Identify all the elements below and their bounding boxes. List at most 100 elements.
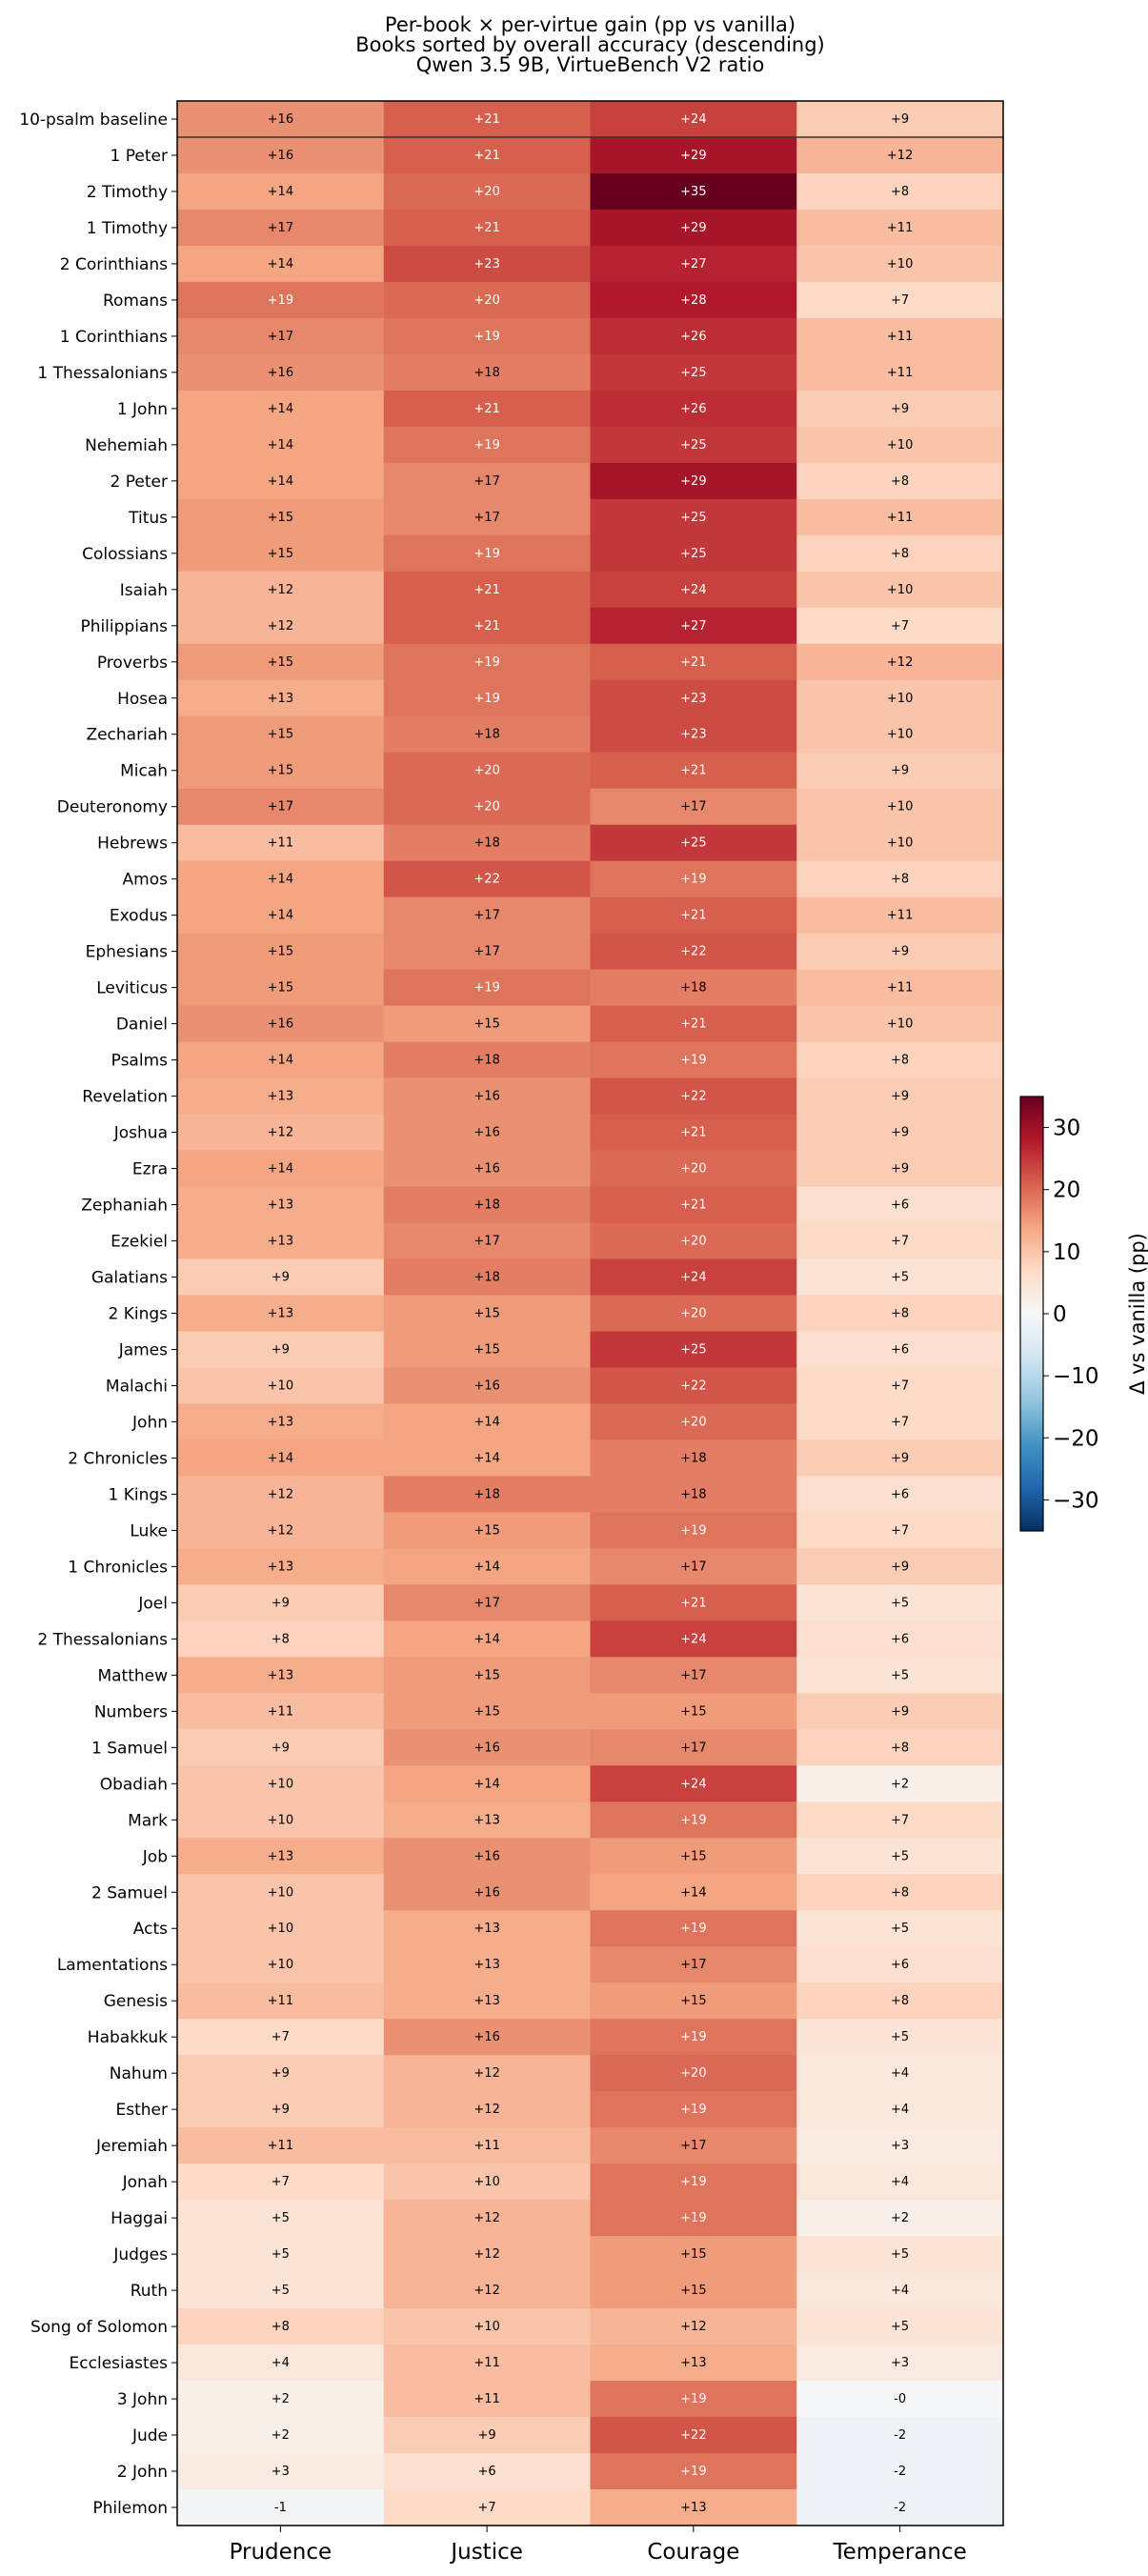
heatmap-cell bbox=[796, 1403, 1004, 1441]
cell-value-label: +12 bbox=[473, 2103, 499, 2117]
heatmap-cell bbox=[796, 1114, 1004, 1152]
heatmap-cell bbox=[177, 1077, 385, 1116]
cell-value-label: +13 bbox=[680, 2356, 706, 2370]
heatmap-cell bbox=[590, 1150, 797, 1188]
heatmap-cell bbox=[177, 679, 385, 717]
cell-value-label: -0 bbox=[894, 2392, 906, 2406]
cell-value-label: +25 bbox=[680, 366, 706, 380]
cell-value-label: +15 bbox=[473, 1668, 499, 1682]
cell-value-label: +13 bbox=[268, 1668, 293, 1682]
row-label: Joel bbox=[137, 1594, 168, 1613]
cell-value-label: +3 bbox=[891, 2356, 909, 2370]
cell-value-label: +5 bbox=[891, 1922, 909, 1936]
cell-value-label: +10 bbox=[268, 1813, 293, 1827]
heatmap-cell bbox=[383, 1620, 592, 1658]
heatmap-cell bbox=[590, 788, 797, 826]
cell-value-label: +13 bbox=[268, 1235, 293, 1249]
cell-value-label: +9 bbox=[891, 1560, 909, 1574]
cell-value-label: +17 bbox=[680, 800, 706, 815]
cell-value-label: +9 bbox=[272, 2066, 290, 2081]
cell-value-label: +9 bbox=[272, 1741, 290, 1755]
heatmap-cell bbox=[796, 2200, 1004, 2237]
cell-value-label: +12 bbox=[473, 2066, 499, 2081]
cell-value-label: +22 bbox=[680, 945, 706, 959]
heatmap-cell bbox=[796, 245, 1004, 283]
cell-value-label: +19 bbox=[680, 1813, 706, 1827]
heatmap-cell bbox=[796, 2055, 1004, 2092]
row-label: Ruth bbox=[131, 2282, 168, 2301]
heatmap-cell bbox=[383, 1222, 592, 1260]
heatmap-cell bbox=[177, 933, 385, 971]
heatmap-cell bbox=[590, 2236, 797, 2273]
heatmap-cell bbox=[590, 1801, 797, 1839]
heatmap-cell bbox=[590, 1439, 797, 1478]
heatmap-cell bbox=[796, 607, 1004, 645]
heatmap-cell bbox=[383, 390, 592, 428]
cell-value-label: +19 bbox=[680, 2103, 706, 2117]
chart-title-line: Qwen 3.5 9B, VirtueBench V2 ratio bbox=[416, 53, 765, 76]
heatmap-cell bbox=[590, 2019, 797, 2056]
row-label: Jude bbox=[131, 2426, 168, 2445]
heatmap-cell bbox=[796, 1946, 1004, 1983]
heatmap-cell bbox=[796, 1186, 1004, 1224]
cell-value-label: +14 bbox=[268, 257, 293, 272]
chart-title-line: Per-book × per-virtue gain (pp vs vanill… bbox=[385, 13, 796, 36]
cell-value-label: +8 bbox=[891, 185, 909, 199]
heatmap-cell bbox=[383, 643, 592, 681]
cell-value-label: +10 bbox=[887, 800, 913, 815]
heatmap-cell bbox=[383, 462, 592, 500]
cell-value-label: +10 bbox=[473, 2320, 499, 2334]
heatmap-cell bbox=[177, 788, 385, 826]
cell-value-label: +14 bbox=[268, 185, 293, 199]
heatmap-cell bbox=[796, 679, 1004, 717]
row-label: James bbox=[118, 1340, 168, 1359]
cell-value-label: +16 bbox=[268, 366, 293, 380]
heatmap-cell bbox=[590, 896, 797, 935]
heatmap-cell bbox=[590, 715, 797, 754]
row-label: Nahum bbox=[110, 2064, 168, 2083]
heatmap-cell bbox=[177, 281, 385, 319]
heatmap-cell bbox=[590, 1476, 797, 1514]
cell-value-label: +12 bbox=[268, 619, 293, 634]
cell-value-label: +5 bbox=[891, 1849, 909, 1863]
heatmap-cell bbox=[590, 969, 797, 1007]
heatmap-cell bbox=[590, 1041, 797, 1079]
row-labels: 10-psalm baseline 1 Peter 2 Timothy 1 Timot… bbox=[19, 111, 177, 2518]
heatmap-cell bbox=[383, 1005, 592, 1043]
heatmap-cell bbox=[177, 1439, 385, 1478]
heatmap-cell bbox=[383, 2381, 592, 2418]
cell-value-label: +16 bbox=[268, 1017, 293, 1032]
cell-value-label: +10 bbox=[887, 583, 913, 597]
cell-value-label: +10 bbox=[268, 1958, 293, 1972]
cell-value-label: +10 bbox=[887, 257, 913, 272]
heatmap-cell bbox=[590, 2381, 797, 2418]
heatmap-cell bbox=[177, 896, 385, 935]
cell-value-label: +20 bbox=[680, 1235, 706, 1249]
cell-value-label: +12 bbox=[680, 2320, 706, 2334]
cell-value-label: +25 bbox=[680, 438, 706, 453]
heatmap-cell bbox=[383, 1331, 592, 1369]
heatmap-cell bbox=[177, 2019, 385, 2056]
cell-value-label: +17 bbox=[268, 330, 293, 344]
heatmap-cell bbox=[383, 1258, 592, 1297]
heatmap-cell bbox=[383, 571, 592, 609]
heatmap-cell bbox=[796, 752, 1004, 790]
cell-value-label: +19 bbox=[680, 2465, 706, 2479]
heatmap-cell bbox=[177, 1620, 385, 1658]
heatmap-cell bbox=[590, 281, 797, 319]
cell-value-label: +17 bbox=[680, 1560, 706, 1574]
heatmap-cell bbox=[590, 245, 797, 283]
heatmap-cell bbox=[383, 2055, 592, 2092]
cell-value-label: +19 bbox=[680, 2211, 706, 2225]
cell-value-label: +18 bbox=[473, 836, 499, 851]
heatmap-cell bbox=[590, 933, 797, 971]
heatmap-cell bbox=[796, 1910, 1004, 1947]
heatmap-cell bbox=[796, 1439, 1004, 1478]
cell-value-label: +5 bbox=[891, 1271, 909, 1285]
cell-value-label: +7 bbox=[891, 293, 909, 308]
row-label: Zephaniah bbox=[81, 1197, 168, 1216]
cell-value-label: +14 bbox=[473, 1451, 499, 1465]
cell-value-label: +16 bbox=[268, 149, 293, 163]
cell-value-label: +17 bbox=[473, 945, 499, 959]
cell-value-label: +19 bbox=[680, 2030, 706, 2044]
